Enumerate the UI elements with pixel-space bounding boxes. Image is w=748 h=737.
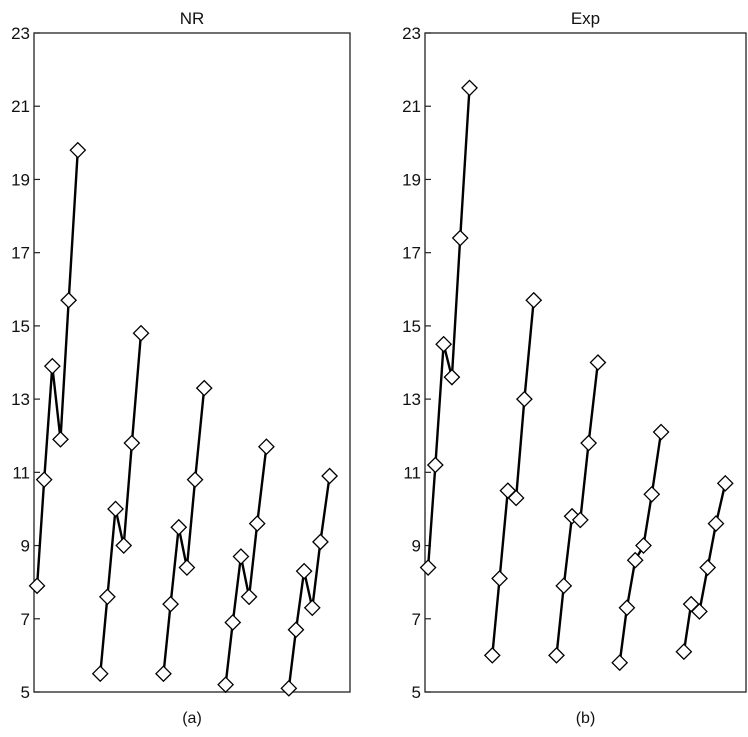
data-point-exp-3 bbox=[563, 507, 581, 525]
y-tick-label-nr: 23 bbox=[11, 24, 30, 43]
y-tick-label-exp: 17 bbox=[402, 244, 421, 263]
data-point-exp-4 bbox=[611, 654, 629, 672]
data-point-nr-1 bbox=[35, 471, 53, 489]
y-tick-label-nr: 19 bbox=[11, 170, 30, 189]
data-point-nr-1 bbox=[28, 577, 46, 595]
data-point-exp-2 bbox=[525, 291, 543, 309]
data-point-exp-4 bbox=[618, 599, 636, 617]
data-point-exp-2 bbox=[515, 390, 533, 408]
y-tick-label-exp: 9 bbox=[412, 537, 421, 556]
data-point-nr-4 bbox=[240, 588, 258, 606]
data-point-exp-5 bbox=[699, 559, 717, 576]
data-point-exp-3 bbox=[548, 646, 565, 664]
data-point-nr-5 bbox=[303, 599, 321, 617]
data-point-exp-2 bbox=[491, 570, 508, 587]
data-point-nr-5 bbox=[287, 621, 305, 639]
plot-frame-nr bbox=[33, 32, 351, 693]
data-point-nr-4 bbox=[224, 614, 242, 631]
series-line-nr-1 bbox=[35, 150, 79, 586]
data-point-nr-3 bbox=[178, 559, 196, 576]
panel-label-exp: (b) bbox=[576, 710, 596, 727]
y-tick-label-nr: 17 bbox=[11, 244, 30, 263]
data-point-exp-3 bbox=[580, 434, 598, 452]
series-line-exp-4 bbox=[618, 431, 663, 663]
y-tick-label-nr: 5 bbox=[21, 683, 30, 702]
series-line-nr-2 bbox=[99, 333, 143, 674]
data-point-nr-2 bbox=[107, 500, 124, 518]
data-point-nr-3 bbox=[170, 518, 188, 536]
data-point-exp-2 bbox=[483, 646, 501, 664]
data-point-exp-1 bbox=[419, 559, 437, 576]
chart-title-exp: Exp bbox=[571, 9, 600, 28]
data-point-exp-2 bbox=[499, 482, 517, 500]
y-tick-label-nr: 7 bbox=[21, 610, 30, 629]
data-point-exp-1 bbox=[461, 79, 478, 97]
data-point-nr-4 bbox=[248, 515, 266, 533]
series-line-nr-5 bbox=[287, 475, 331, 689]
chart-panel-exp: Exp (b) 5 7 9 11 13 15 17 19 21 23 bbox=[402, 9, 747, 727]
data-point-exp-5 bbox=[675, 643, 693, 661]
data-point-exp-2 bbox=[507, 489, 525, 507]
y-tick-label-nr: 15 bbox=[11, 317, 30, 336]
data-point-nr-2 bbox=[98, 588, 116, 606]
data-point-nr-4 bbox=[217, 676, 235, 694]
data-point-nr-1 bbox=[60, 291, 78, 309]
data-point-nr-3 bbox=[155, 665, 172, 683]
y-tick-label-exp: 5 bbox=[412, 683, 421, 702]
series-line-exp-2 bbox=[491, 300, 535, 656]
data-point-nr-2 bbox=[132, 324, 150, 342]
data-point-exp-5 bbox=[707, 515, 725, 533]
y-tick-label-exp: 13 bbox=[402, 390, 421, 409]
plot-frame-exp bbox=[424, 32, 747, 693]
data-point-exp-4 bbox=[643, 485, 661, 503]
y-tick-label-nr: 11 bbox=[12, 463, 30, 482]
data-point-nr-2 bbox=[115, 537, 133, 554]
data-point-exp-1 bbox=[435, 335, 453, 353]
y-tick-label-exp: 11 bbox=[403, 463, 421, 482]
chart-panel-nr: NR (a) 5 7 9 11 13 15 17 19 21 23 bbox=[11, 9, 351, 727]
y-tick-label-exp: 15 bbox=[402, 317, 421, 336]
data-point-exp-3 bbox=[589, 354, 607, 371]
data-point-exp-4 bbox=[626, 551, 644, 569]
data-point-nr-5 bbox=[312, 533, 329, 551]
series-line-exp-1 bbox=[426, 87, 471, 568]
y-tick-label-exp: 19 bbox=[402, 170, 421, 189]
y-tick-label-exp: 7 bbox=[412, 610, 421, 629]
data-point-nr-1 bbox=[43, 357, 61, 375]
data-point-exp-1 bbox=[426, 456, 444, 474]
data-point-exp-3 bbox=[555, 577, 573, 595]
data-point-nr-3 bbox=[162, 595, 180, 613]
series-line-exp-3 bbox=[555, 362, 600, 656]
series-line-nr-3 bbox=[162, 387, 206, 674]
data-point-nr-2 bbox=[91, 665, 109, 683]
y-tick-label-nr: 9 bbox=[21, 537, 30, 556]
data-point-exp-3 bbox=[571, 511, 589, 529]
data-point-nr-5 bbox=[280, 679, 298, 697]
data-point-exp-5 bbox=[716, 474, 734, 492]
data-point-nr-4 bbox=[232, 548, 250, 565]
data-point-nr-4 bbox=[257, 438, 275, 456]
data-point-exp-1 bbox=[451, 229, 469, 247]
y-tick-label-nr: 13 bbox=[11, 390, 30, 409]
y-tick-label-nr: 21 bbox=[11, 97, 30, 116]
chart-title-nr: NR bbox=[180, 9, 205, 28]
data-point-exp-4 bbox=[652, 423, 670, 441]
data-point-nr-1 bbox=[52, 430, 69, 448]
data-point-nr-5 bbox=[295, 562, 313, 580]
y-tick-label-exp: 23 bbox=[402, 24, 421, 43]
data-point-nr-5 bbox=[321, 467, 339, 485]
data-point-exp-5 bbox=[690, 603, 708, 620]
data-point-nr-3 bbox=[195, 379, 213, 397]
data-point-exp-1 bbox=[443, 368, 461, 386]
data-point-nr-3 bbox=[186, 471, 204, 489]
y-tick-label-exp: 21 bbox=[402, 97, 421, 116]
panel-label-nr: (a) bbox=[182, 710, 202, 727]
data-point-nr-1 bbox=[69, 141, 87, 159]
data-point-nr-2 bbox=[123, 434, 141, 452]
series-line-nr-4 bbox=[224, 446, 268, 685]
data-point-exp-4 bbox=[635, 537, 652, 554]
